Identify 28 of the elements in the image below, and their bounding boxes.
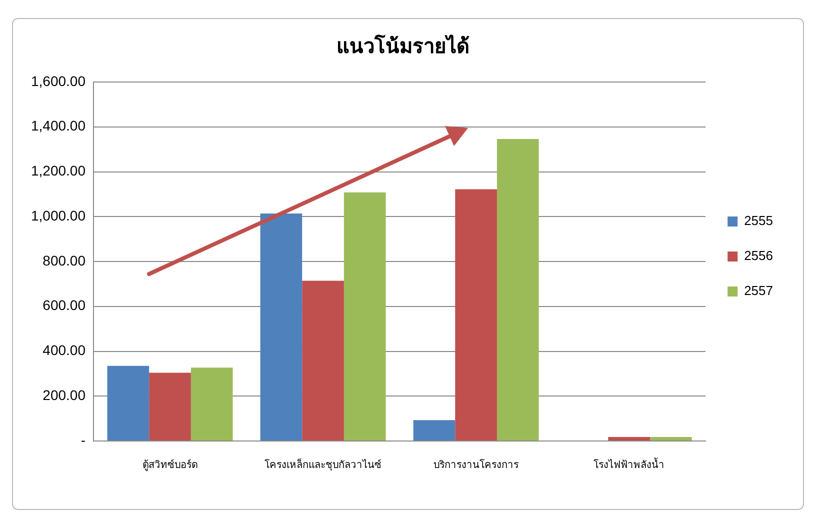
x-tick-label: ตู้สวิทซ์บอร์ด bbox=[142, 458, 198, 471]
legend-label: 2557 bbox=[744, 283, 773, 298]
chart-title: แนวโน้มรายได้ bbox=[336, 34, 470, 58]
x-tick-label: โครงเหล็กและชุบกัลวาไนซ์ bbox=[264, 456, 382, 471]
y-tick-label: 1,400.00 bbox=[30, 118, 86, 134]
legend-label: 2556 bbox=[744, 248, 773, 264]
bar bbox=[413, 420, 456, 440]
y-tick-label: - bbox=[80, 432, 86, 448]
bar bbox=[344, 192, 386, 440]
bar bbox=[149, 372, 191, 440]
y-tick-label: 1,200.00 bbox=[30, 162, 86, 179]
y-tick-label: 800.00 bbox=[42, 252, 86, 268]
bar bbox=[650, 436, 692, 440]
bar bbox=[455, 189, 497, 440]
legend-label: 2555 bbox=[744, 213, 773, 228]
y-tick-label: 400.00 bbox=[42, 342, 86, 358]
x-tick-label: บริการงานโครงการ bbox=[434, 458, 520, 471]
y-tick-label: 200.00 bbox=[42, 386, 86, 403]
y-tick-label: 600.00 bbox=[42, 297, 86, 314]
bar bbox=[190, 368, 233, 440]
y-tick-label: 1,000.00 bbox=[30, 207, 86, 224]
bar bbox=[260, 213, 302, 440]
bar bbox=[302, 280, 344, 440]
bar bbox=[107, 366, 150, 440]
y-tick-label: 1,600.00 bbox=[30, 72, 86, 89]
bar bbox=[496, 138, 539, 440]
x-tick-label: โรงไฟฟ้าพลังน้ำ bbox=[594, 456, 665, 471]
bar bbox=[608, 436, 650, 440]
